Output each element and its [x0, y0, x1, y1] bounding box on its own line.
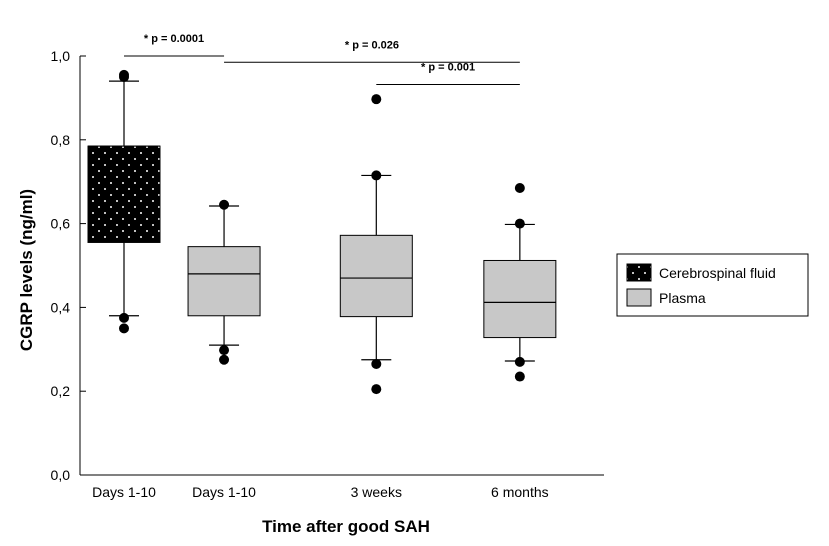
outlier-point [514, 356, 525, 367]
outlier-point [514, 218, 525, 229]
outlier-point [219, 345, 230, 356]
outlier-point [119, 323, 129, 334]
outlier-point [119, 69, 129, 80]
y-axis-title: CGRP levels (ng/ml) [17, 189, 36, 351]
box-group [339, 94, 413, 395]
box-group [483, 182, 557, 382]
legend-label-csf: Cerebrospinal fluid [659, 265, 776, 281]
y-tick-label: 0,0 [51, 467, 71, 483]
x-tick-label: 3 weeks [351, 484, 402, 500]
box [87, 145, 161, 243]
outlier-point [514, 371, 525, 382]
outlier-point [219, 354, 230, 365]
y-axis-ticks: 0,0 0,2 0,4 0,6 0,8 1,0 [51, 48, 86, 483]
x-axis-tick-labels: Days 1-10 Days 1-10 3 weeks 6 months [92, 484, 549, 500]
significance-label: * p = 0.0001 [144, 33, 204, 45]
outlier-point [219, 199, 230, 210]
legend-swatch-csf [626, 263, 652, 282]
outlier-point [371, 94, 382, 105]
outlier-point [371, 358, 382, 369]
x-axis-title: Time after good SAH [262, 517, 430, 536]
outlier-point [371, 384, 382, 395]
legend-swatch-plasma [626, 288, 652, 307]
x-tick-label: 6 months [491, 484, 549, 500]
outlier-point [119, 312, 129, 323]
significance-label: * p = 0.026 [345, 39, 399, 51]
box [187, 246, 261, 317]
y-tick-label: 0,4 [51, 299, 71, 315]
outlier-point [514, 182, 525, 193]
y-tick-label: 0,6 [51, 216, 71, 232]
legend-frame [616, 253, 809, 317]
box-plot-groups [87, 69, 557, 395]
x-tick-label: Days 1-10 [92, 484, 156, 500]
legend: Cerebrospinal fluid Plasma [616, 253, 809, 317]
box-group [87, 69, 161, 334]
box [483, 259, 557, 339]
y-tick-label: 1,0 [51, 48, 71, 64]
y-tick-label: 0,2 [51, 383, 71, 399]
legend-label-plasma: Plasma [659, 290, 706, 306]
x-tick-label: Days 1-10 [192, 484, 256, 500]
significance-label: * p = 0.001 [421, 61, 475, 73]
significance-annotations: * p = 0.0001 * p = 0.026 * p = 0.001 [124, 33, 520, 85]
outlier-point [371, 170, 382, 181]
y-tick-label: 0,8 [51, 132, 71, 148]
box-group [187, 199, 261, 365]
box [339, 234, 413, 318]
